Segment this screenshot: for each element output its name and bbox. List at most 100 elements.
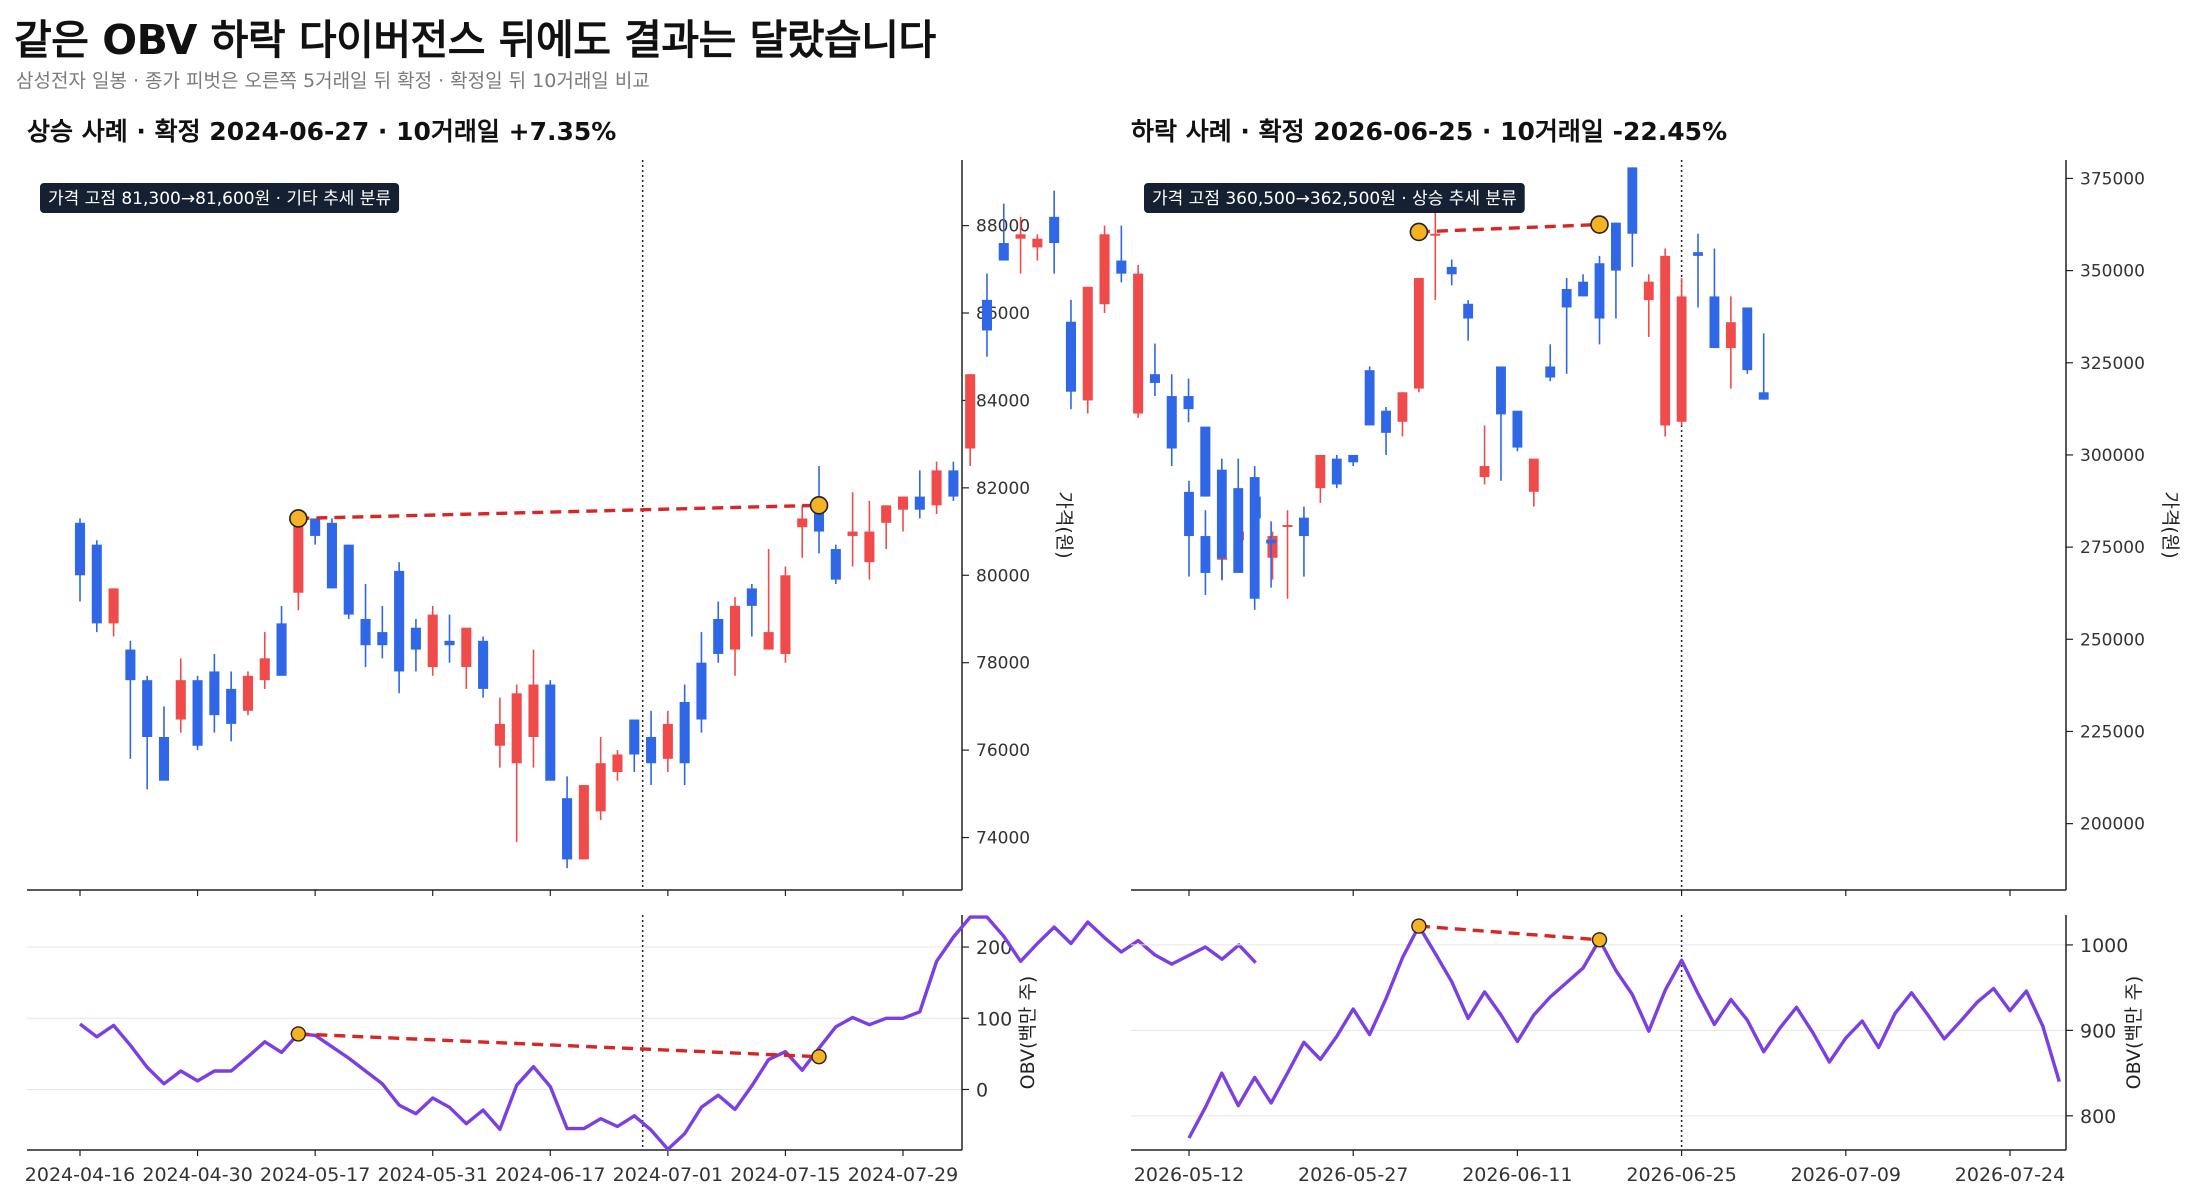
candle-body	[74, 522, 86, 576]
candle-body	[142, 680, 153, 738]
price-tick-label: 84000	[976, 391, 1030, 411]
candle-body	[276, 623, 287, 676]
candle-body	[242, 675, 253, 711]
candle-body	[1479, 466, 1490, 478]
candle-body	[511, 693, 522, 764]
candle-body	[1693, 252, 1703, 256]
candle-body	[981, 299, 993, 331]
price-tick-label: 74000	[976, 829, 1030, 849]
candle-body	[209, 671, 220, 716]
candle-body	[1133, 273, 1144, 414]
candle-body	[343, 544, 354, 615]
candle-body	[1233, 488, 1244, 573]
x-tick-label: 2024-07-01	[613, 1164, 723, 1186]
price-pivot-marker	[809, 496, 829, 515]
candle-body	[461, 627, 472, 668]
obv-tick-label: 100	[976, 1008, 1012, 1030]
subtitle: 삼성전자 일봉 · 종가 피벗은 오른쪽 5거래일 뒤 확정 · 확정일 뒤 1…	[16, 70, 650, 92]
price-pivot-marker	[1409, 222, 1429, 242]
candle-body	[1065, 321, 1076, 392]
candle-body	[1049, 216, 1060, 244]
candle-body	[1561, 289, 1572, 308]
price-tick-label: 350000	[2080, 262, 2145, 282]
candle-body	[1496, 366, 1506, 415]
price-axis-label: 가격(원)	[2159, 491, 2181, 558]
x-tick-label: 2026-07-09	[1791, 1164, 1901, 1186]
candle-body	[1348, 454, 1359, 463]
candle-body	[1627, 167, 1638, 234]
candle-body	[1184, 491, 1194, 537]
candle-body	[1528, 458, 1539, 492]
x-tick-label: 2026-05-27	[1298, 1164, 1408, 1186]
candle-body	[259, 658, 270, 681]
candle-body	[528, 684, 539, 738]
candle-body	[377, 632, 388, 646]
x-tick-label: 2024-04-16	[25, 1164, 135, 1186]
x-tick-label: 2024-07-29	[848, 1164, 958, 1186]
candle-body	[1758, 392, 1769, 400]
candle-body	[310, 518, 321, 536]
candle-body	[91, 544, 102, 624]
candle-body	[1299, 517, 1309, 537]
candle-body	[1200, 426, 1211, 497]
price-divergence-line	[1418, 222, 1600, 234]
candle-body	[444, 640, 455, 646]
chart-panel-2: 하락 사례 · 확정 2026-06-25 · 10거래일 -22.45% 200…	[1131, 117, 2181, 1186]
candle-body	[158, 737, 170, 781]
candle-body	[1413, 277, 1424, 389]
candle-body	[1200, 536, 1211, 573]
candle-body	[931, 470, 942, 506]
obv-pivot-marker	[1411, 918, 1427, 934]
price-tick-label: 78000	[976, 654, 1030, 674]
candle-body	[1267, 535, 1278, 558]
obv-pivot-marker	[811, 1049, 827, 1065]
panel-title: 하락 사례 · 확정 2026-06-25 · 10거래일 -22.45%	[1131, 117, 1727, 146]
candle-body	[125, 649, 136, 681]
candle-body	[1463, 303, 1474, 319]
panel-title: 상승 사례 · 확정 2024-06-27 · 10거래일 +7.35%	[27, 117, 616, 146]
candle-body	[1099, 234, 1110, 305]
candle-body	[1446, 266, 1457, 275]
price-tick-label: 375000	[2080, 169, 2145, 189]
candle-body	[1082, 286, 1093, 401]
price-tick-label: 275000	[2080, 538, 2145, 558]
candle-body	[1742, 307, 1753, 371]
obv-divergence-line	[1418, 924, 1600, 942]
x-tick-label: 2024-05-17	[260, 1164, 370, 1186]
candle-body	[1643, 281, 1654, 301]
candle-body	[108, 588, 119, 624]
candle-body	[326, 522, 337, 589]
annotation-badge	[40, 183, 400, 213]
obv-tick-label: 0	[976, 1079, 988, 1101]
candle-body	[1216, 469, 1227, 559]
x-tick-label: 2024-07-15	[730, 1164, 840, 1186]
obv-line	[78, 915, 1257, 1151]
price-pivot-marker	[289, 509, 308, 528]
candle-body	[662, 723, 673, 759]
candle-body	[1660, 255, 1671, 426]
obv-line	[1187, 924, 2061, 1139]
x-tick-label: 2026-06-25	[1626, 1164, 1736, 1186]
candle-body	[1725, 322, 1736, 349]
candle-body	[679, 702, 690, 764]
candle-body	[226, 688, 237, 724]
price-tick-label: 82000	[976, 479, 1030, 499]
price-tick-label: 76000	[976, 741, 1030, 761]
obv-tick-label: 200	[976, 937, 1012, 959]
candle-body	[360, 618, 371, 646]
candle-body	[646, 737, 657, 764]
candle-body	[763, 632, 774, 650]
candle-body	[1015, 234, 1026, 239]
candle-body	[427, 614, 438, 668]
candle-body	[595, 763, 606, 812]
candle-body	[1032, 238, 1043, 248]
candle-body	[478, 640, 489, 689]
candle-body	[494, 723, 505, 746]
candle-body	[1430, 233, 1441, 236]
candle-body	[410, 627, 421, 650]
candle-body	[1249, 477, 1260, 599]
candle-body	[830, 549, 841, 580]
candle-body	[545, 684, 556, 781]
candle-body	[1282, 525, 1293, 527]
